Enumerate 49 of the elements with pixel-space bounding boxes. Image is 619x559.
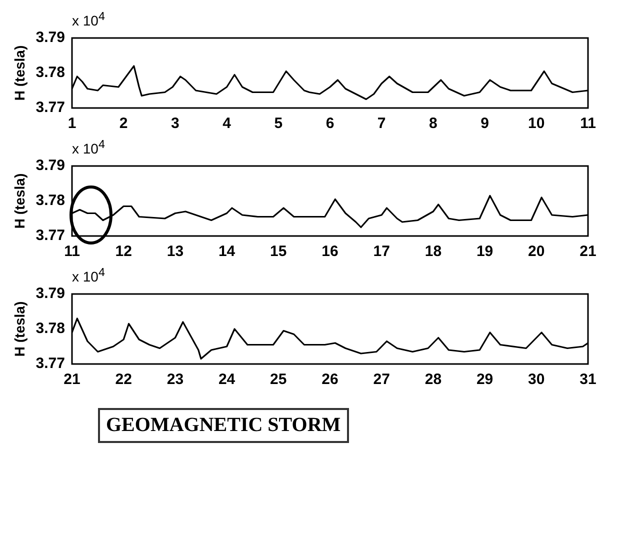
- y-tick-label: 3.79: [36, 29, 65, 46]
- x-tick-label: 28: [424, 371, 442, 388]
- x-tick-label: 3: [171, 115, 180, 132]
- x-tick-label: 2: [119, 115, 128, 132]
- x-tick-label: 7: [377, 115, 386, 132]
- x-tick-label: 6: [326, 115, 334, 132]
- x-tick-label: 27: [373, 371, 390, 388]
- x-tick-label: 29: [476, 371, 494, 388]
- y-tick-label: 3.78: [36, 320, 65, 338]
- x-tick-label: 11: [580, 115, 596, 132]
- text: x 10$^{4}$: [72, 137, 106, 157]
- x-tick-label: 26: [322, 371, 338, 388]
- y-tick-label: 3.77: [36, 227, 65, 244]
- x-tick-label: 25: [270, 371, 287, 388]
- y-tick-label: 3.78: [36, 64, 65, 82]
- y-tick-label: 3.77: [36, 99, 65, 116]
- x-tick-label: 30: [528, 371, 545, 388]
- x-tick-label: 11: [64, 243, 80, 260]
- x-tick-label: 21: [64, 371, 80, 388]
- x-tick-label: 12: [115, 243, 132, 260]
- x-tick-label: 8: [429, 115, 438, 132]
- x-tick-label: 4: [222, 115, 232, 132]
- x-tick-label: 14: [218, 243, 236, 260]
- y-tick-label: 3.79: [36, 157, 65, 174]
- x-tick-label: 10: [528, 115, 545, 132]
- y-tick-label: 3.77: [36, 355, 65, 372]
- y-axis-title: H (tesla): [11, 173, 28, 229]
- text: x 10$^{4}$: [72, 9, 106, 29]
- y-tick-label: 3.79: [36, 285, 65, 302]
- y-tick-label: 3.78: [36, 192, 65, 210]
- text: x 10$^{4}$: [72, 265, 106, 285]
- x-tick-label: 9: [480, 115, 489, 132]
- x-tick-label: 19: [476, 243, 494, 260]
- x-tick-label: 24: [218, 371, 236, 388]
- x-tick-label: 17: [373, 243, 390, 260]
- x-tick-label: 31: [580, 371, 596, 388]
- x-tick-label: 16: [322, 243, 338, 260]
- x-tick-label: 21: [580, 243, 596, 260]
- x-tick-label: 5: [274, 115, 283, 132]
- x-tick-label: 20: [528, 243, 545, 260]
- x-tick-label: 1: [68, 115, 76, 132]
- text: GEOMAGNETIC STORM: [98, 408, 349, 443]
- x-tick-label: 15: [270, 243, 287, 260]
- y-axis-title: H (tesla): [11, 45, 28, 101]
- x-tick-label: 22: [115, 371, 132, 388]
- y-axis-title: H (tesla): [11, 301, 28, 357]
- x-tick-label: 18: [424, 243, 442, 260]
- x-tick-label: 13: [166, 243, 184, 260]
- x-tick-label: 23: [166, 371, 184, 388]
